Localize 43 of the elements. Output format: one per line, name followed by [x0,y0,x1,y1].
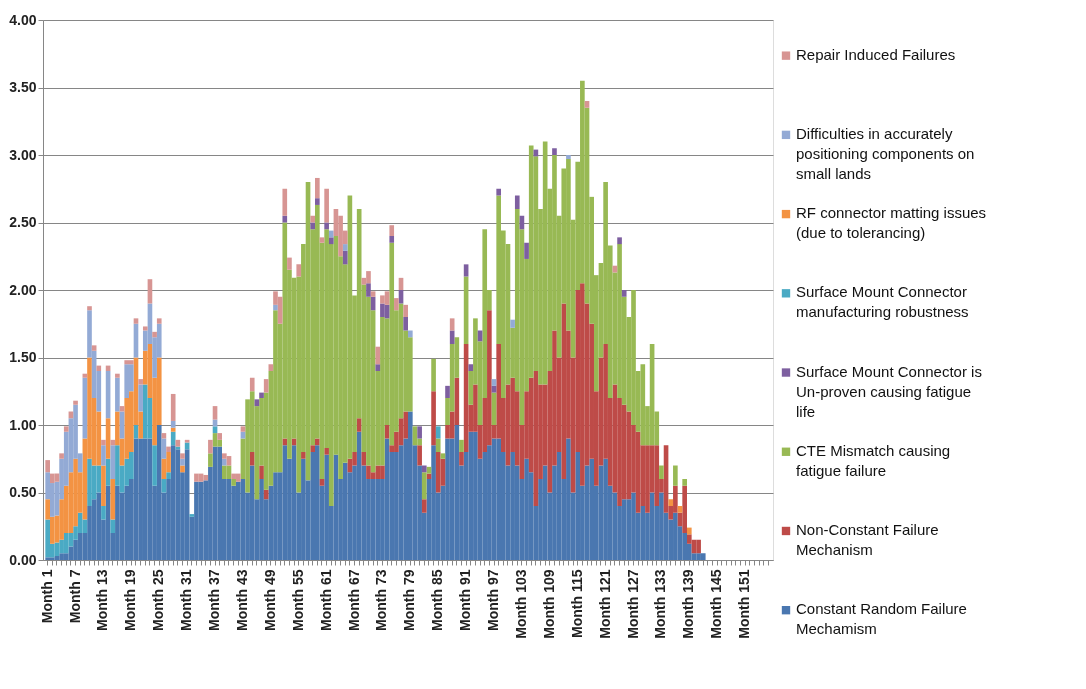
y-tick-label: 1.50 [9,349,37,365]
y-tick-label: 0.00 [9,551,37,568]
legend-label: Surface Mount Connector is Un-proven causing fatigue life [796,362,982,420]
y-tick-label: 4.00 [9,11,37,28]
x-tick-label: Month 25 [150,569,167,631]
y-tick-label: 2.00 [9,281,37,298]
y-tick-label: 0.50 [9,484,37,500]
x-tick-label: Month 13 [94,569,111,631]
y-tick-label: 3.00 [9,146,37,163]
y-tick-label: 2.50 [9,214,37,230]
legend-label: Non-Constant Failure Mechanism [796,520,939,558]
x-tick-label: Month 97 [485,569,502,631]
x-tick-label: Month 103 [512,569,529,639]
x-tick-label: Month 55 [289,569,306,631]
x-tick-label: Month 31 [178,569,195,631]
x-tick-label: Month 7 [66,569,83,624]
legend-label: Difficulties in accurately positioning components on small lands [796,124,975,182]
x-tick-label: Month 127 [624,569,641,639]
legend-label: Repair Induced Failures [796,45,956,63]
legend-label: Constant Random Failure Mechamism [796,600,967,638]
legend-label: CTE Mismatch causing fatigue failure [796,441,951,479]
x-tick-label: Month 91 [457,569,474,631]
x-tick-label: Month 43 [233,569,250,631]
x-tick-label: Month 139 [680,569,697,639]
x-tick-label: Month 151 [736,569,753,639]
x-tick-label: Month 85 [429,569,446,631]
legend-label: Surface Mount Connector manufacturing robustness [796,283,969,321]
y-tick-label: 3.50 [9,79,37,95]
x-tick-label: Month 133 [652,569,669,639]
x-tick-label: Month 1 [38,569,55,624]
x-tick-label: Month 145 [708,569,725,639]
x-tick-label: Month 79 [401,569,418,631]
x-tick-label: Month 109 [540,569,557,639]
legend-label: RF connector matting issues (due to tolerancing) [796,204,987,242]
x-tick-label: Month 49 [261,569,278,631]
x-tick-label: Month 61 [317,569,334,631]
x-tick-label: Month 67 [345,569,362,631]
x-tick-label: Month 115 [568,569,585,638]
x-tick-label: Month 121 [596,569,613,639]
y-tick-label: 1.00 [9,416,37,433]
x-tick-label: Month 19 [122,569,139,631]
x-tick-label: Month 37 [206,569,223,631]
x-tick-label: Month 73 [373,569,390,631]
